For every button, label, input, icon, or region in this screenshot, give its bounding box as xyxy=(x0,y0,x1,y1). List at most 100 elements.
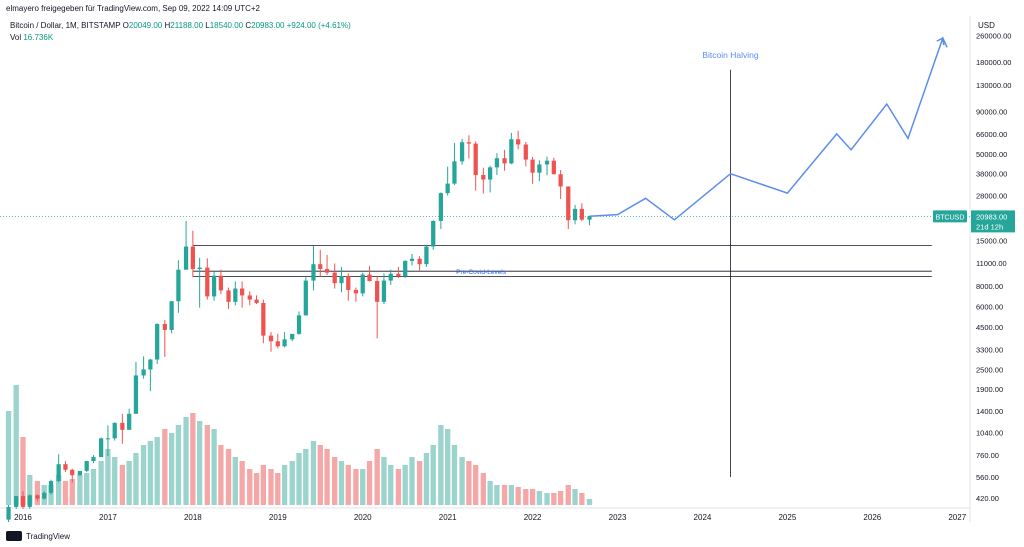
volume-bar xyxy=(332,457,338,505)
volume-bar xyxy=(310,441,317,505)
volume-bar xyxy=(218,445,224,505)
tradingview-logo-icon xyxy=(6,531,22,541)
symbol-name: Bitcoin / Dollar, 1M, BITSTAMP xyxy=(10,21,121,30)
x-tick-label: 2018 xyxy=(184,513,202,522)
candle-body xyxy=(558,174,563,187)
currency-label: USD xyxy=(978,21,995,30)
volume-bar xyxy=(338,461,345,505)
candle-body xyxy=(14,496,19,507)
candle-body xyxy=(544,160,550,165)
candle-body xyxy=(566,186,571,221)
price-tag-value: 20983.00 xyxy=(976,212,1007,221)
volume-bar xyxy=(133,453,139,505)
volume-bar xyxy=(211,429,217,505)
vol-value: 16.736K xyxy=(23,33,54,42)
volume-bar xyxy=(388,465,394,505)
y-tick-label: 1900.00 xyxy=(976,385,1003,394)
volume-bar xyxy=(247,469,253,505)
projection-arrow-head xyxy=(936,36,945,46)
x-tick-label: 2019 xyxy=(269,513,287,522)
candle-body xyxy=(77,470,83,476)
volume-bar xyxy=(451,445,458,505)
candle-body xyxy=(205,267,210,297)
candle-body xyxy=(375,280,380,302)
volume-bar xyxy=(409,457,415,505)
volume-bar xyxy=(423,453,430,505)
volume-bar xyxy=(508,485,515,505)
candle-body xyxy=(296,315,302,334)
volume-bar xyxy=(119,465,126,505)
low-value: 18540.00 xyxy=(209,21,244,30)
candle-body xyxy=(261,302,266,336)
volume-bar xyxy=(98,461,104,505)
candle-body xyxy=(488,167,493,180)
shared-by-line: elmayero freigegeben für TradingView.com… xyxy=(6,4,261,13)
y-tick-label: 420.00 xyxy=(976,494,999,503)
volume-bar xyxy=(13,385,19,505)
volume-bar xyxy=(324,449,330,505)
candle-body xyxy=(176,269,181,302)
y-tick-label: 130000.00 xyxy=(976,81,1011,90)
volume-bar xyxy=(69,479,75,505)
volume-bar xyxy=(586,499,593,505)
volume-bar xyxy=(360,469,366,505)
y-tick-label: 50000.00 xyxy=(976,150,1007,159)
candle-body xyxy=(218,275,224,291)
candle-body xyxy=(70,469,75,476)
candle-body xyxy=(254,299,259,303)
candle-body xyxy=(572,208,578,221)
volume-bar xyxy=(232,457,238,505)
candle-body xyxy=(282,339,287,347)
volume-bar xyxy=(579,493,585,505)
volume-bar xyxy=(536,491,543,505)
volume-bar xyxy=(544,493,550,505)
candle-body xyxy=(268,335,274,342)
candle-body xyxy=(381,280,387,302)
low-label: L xyxy=(205,21,210,30)
candle-body xyxy=(133,375,139,414)
volume-bar xyxy=(183,417,189,505)
volume-bar xyxy=(529,489,536,505)
candle-body xyxy=(148,359,153,370)
volume-bar xyxy=(501,485,508,505)
candle-body xyxy=(466,142,472,144)
candle-body xyxy=(388,273,393,281)
volume-bar xyxy=(445,429,451,505)
candle-body xyxy=(141,369,146,376)
y-tick-label: 180000.00 xyxy=(976,58,1011,67)
ohlc-legend: Bitcoin / Dollar, 1M, BITSTAMP O20049.00… xyxy=(10,21,351,30)
volume-bar xyxy=(77,475,83,505)
candle-body xyxy=(197,267,202,270)
candle-body xyxy=(579,208,584,220)
volume-bar xyxy=(374,449,380,505)
volume-bar xyxy=(523,489,529,505)
candle-body xyxy=(311,264,316,281)
candle-body xyxy=(20,496,26,507)
volume-bar xyxy=(565,485,571,505)
volume-bar xyxy=(268,469,274,505)
x-tick-label: 2020 xyxy=(354,513,372,522)
y-tick-label: 260000.00 xyxy=(976,31,1011,40)
x-tick-label: 2023 xyxy=(609,513,627,522)
candle-body xyxy=(42,492,47,499)
candle-body xyxy=(27,495,32,507)
volume-bar xyxy=(289,461,295,505)
x-tick-label: 2016 xyxy=(14,513,32,522)
volume-bar xyxy=(84,473,90,505)
volume-bar xyxy=(515,487,521,505)
halving-label: Bitcoin Halving xyxy=(702,50,758,60)
change-value: +924.00 (+4.61%) xyxy=(286,21,351,30)
volume-bar xyxy=(90,469,97,505)
vol-label: Vol xyxy=(10,33,22,42)
pre-covid-label: Pre-Covid-Levels xyxy=(456,269,507,276)
candle-body xyxy=(409,258,415,261)
volume-bar xyxy=(557,491,564,505)
symbol-tag-box xyxy=(933,210,967,223)
volume-bar xyxy=(395,469,402,505)
candle-body xyxy=(63,464,68,470)
volume-bar xyxy=(381,457,387,505)
x-tick-label: 2027 xyxy=(948,513,966,522)
volume-bar xyxy=(5,411,12,505)
volume-bar xyxy=(190,413,196,505)
